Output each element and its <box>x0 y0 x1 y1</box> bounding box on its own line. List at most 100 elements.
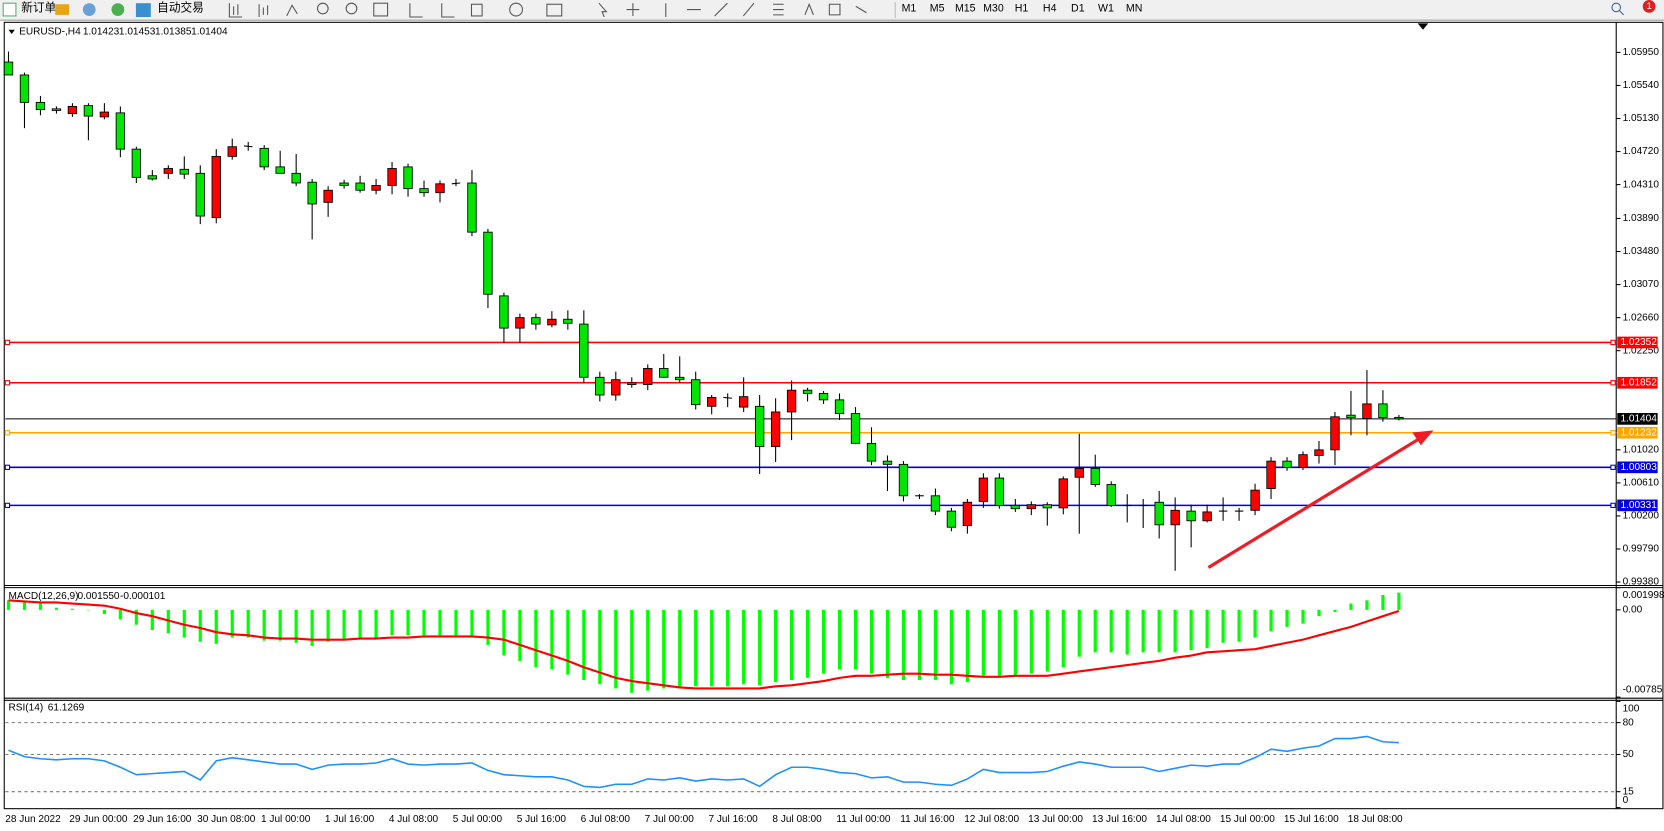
macd-bar <box>486 609 490 645</box>
candle-body <box>786 389 797 413</box>
macd-bar <box>1317 609 1321 617</box>
header-high: 1.01453 <box>119 27 156 38</box>
price-label: 1.02352 <box>1620 337 1657 348</box>
macd-bar <box>1381 594 1385 610</box>
x-tick-label: 28 Jun 2022 <box>5 814 61 825</box>
x-tick-label: 12 Jul 08:00 <box>964 814 1019 825</box>
price-label-box <box>1617 426 1658 439</box>
new-order-label: 新订单 <box>21 1 56 15</box>
price-label-box <box>1617 499 1658 512</box>
timeframe-button[interactable]: D1 <box>1071 2 1085 14</box>
macd-bar <box>246 609 250 638</box>
icon <box>316 2 329 15</box>
timeframe-button[interactable]: MN <box>1126 2 1142 14</box>
candle-body <box>962 501 973 527</box>
timeframe-button[interactable]: W1 <box>1098 2 1114 14</box>
candle-body <box>355 182 365 191</box>
icon <box>55 4 70 15</box>
macd-bar <box>1221 609 1225 643</box>
candle-body <box>1330 416 1340 451</box>
level-handle <box>4 339 11 346</box>
macd-bar <box>1205 609 1209 649</box>
candle-body <box>307 181 317 205</box>
candle-body <box>467 182 477 233</box>
timeframe-button[interactable]: M30 <box>983 2 1004 14</box>
macd-bar <box>70 608 75 610</box>
macd-bar <box>390 609 394 636</box>
icon <box>345 2 358 15</box>
timeframe-button[interactable]: M5 <box>930 2 945 14</box>
macd-bar <box>342 609 346 639</box>
candle-body <box>946 510 957 528</box>
macd-bar <box>1013 609 1017 676</box>
rsi-value: 61.1269 <box>48 702 85 713</box>
timeframe-button[interactable]: M1 <box>902 2 917 14</box>
macd-bar <box>774 609 778 683</box>
y-tick-label: 1.03480 <box>1623 246 1660 257</box>
candle-body <box>1026 504 1036 510</box>
auto-trading-label[interactable]: 自动交易 <box>157 1 204 15</box>
candle-body <box>435 183 445 194</box>
candle-body <box>898 463 909 497</box>
timeframe-button[interactable]: H4 <box>1043 2 1057 14</box>
new-order-button[interactable]: 新订单 <box>2 1 57 17</box>
macd-bar <box>566 609 570 675</box>
timeframe-button[interactable]: H1 <box>1015 2 1029 14</box>
macd-bar <box>1301 609 1305 624</box>
macd-bar <box>534 609 538 668</box>
trend-arrow[interactable] <box>1207 436 1422 569</box>
candle-body <box>563 318 573 324</box>
toolbar-icons[interactable] <box>55 3 151 18</box>
candle-body <box>1346 414 1356 419</box>
price-label: 1.00331 <box>1620 500 1657 511</box>
notification-badge[interactable] <box>1642 0 1656 13</box>
search-icon[interactable] <box>1611 2 1621 13</box>
macd-bar <box>869 609 874 674</box>
candle-body <box>994 477 1005 506</box>
macd-bar <box>598 609 602 685</box>
macd-bar <box>134 609 138 625</box>
search-icon-handle <box>1619 10 1625 16</box>
symbol-menu-arrow[interactable] <box>8 29 15 35</box>
candle-body <box>1314 449 1324 456</box>
y-tick-label: 1.03890 <box>1623 213 1660 224</box>
y-tick-label: 1.00200 <box>1623 511 1660 522</box>
candle-body <box>1106 484 1116 506</box>
chart-shift-marker <box>1417 23 1429 30</box>
header-open: 1.01423 <box>83 27 120 38</box>
macd-signal-line <box>8 599 1400 690</box>
macd-bar <box>710 609 714 687</box>
level-handle <box>4 430 11 436</box>
y-tick-label: 15 <box>1623 786 1635 797</box>
y-tick-label: 0.99790 <box>1623 544 1660 555</box>
icon <box>286 4 298 17</box>
trend-arrow-head <box>1412 430 1434 446</box>
macd-bar <box>6 600 11 610</box>
bid-label-box <box>1617 413 1658 425</box>
macd-bar <box>758 609 762 686</box>
macd-bar <box>374 609 378 638</box>
macd-bar <box>949 609 954 685</box>
macd-bar <box>1285 609 1289 627</box>
timeframe-button[interactable]: M15 <box>955 2 976 14</box>
y-tick-label: 1.02250 <box>1623 345 1660 356</box>
macd-bar <box>102 609 106 615</box>
macd-bar <box>1045 609 1049 672</box>
price-label: 1.01852 <box>1620 377 1657 388</box>
candle-body <box>1362 403 1372 419</box>
candle-body <box>691 379 701 406</box>
candle-body <box>1186 510 1196 522</box>
level-handle <box>4 464 11 470</box>
candle-body <box>291 172 301 184</box>
macd-title: MACD(12,26,9) <box>8 591 78 602</box>
macd-bar <box>997 609 1001 676</box>
candle-body <box>1042 504 1052 509</box>
x-tick-label: 15 Jul 16:00 <box>1284 814 1339 825</box>
x-tick-label: 11 Jul 00:00 <box>836 814 891 825</box>
macd-bar <box>118 609 122 620</box>
toolbar-tools[interactable] <box>228 2 867 18</box>
macd-bar <box>278 609 282 641</box>
candle-body <box>35 101 46 111</box>
macd-bar <box>22 602 27 610</box>
